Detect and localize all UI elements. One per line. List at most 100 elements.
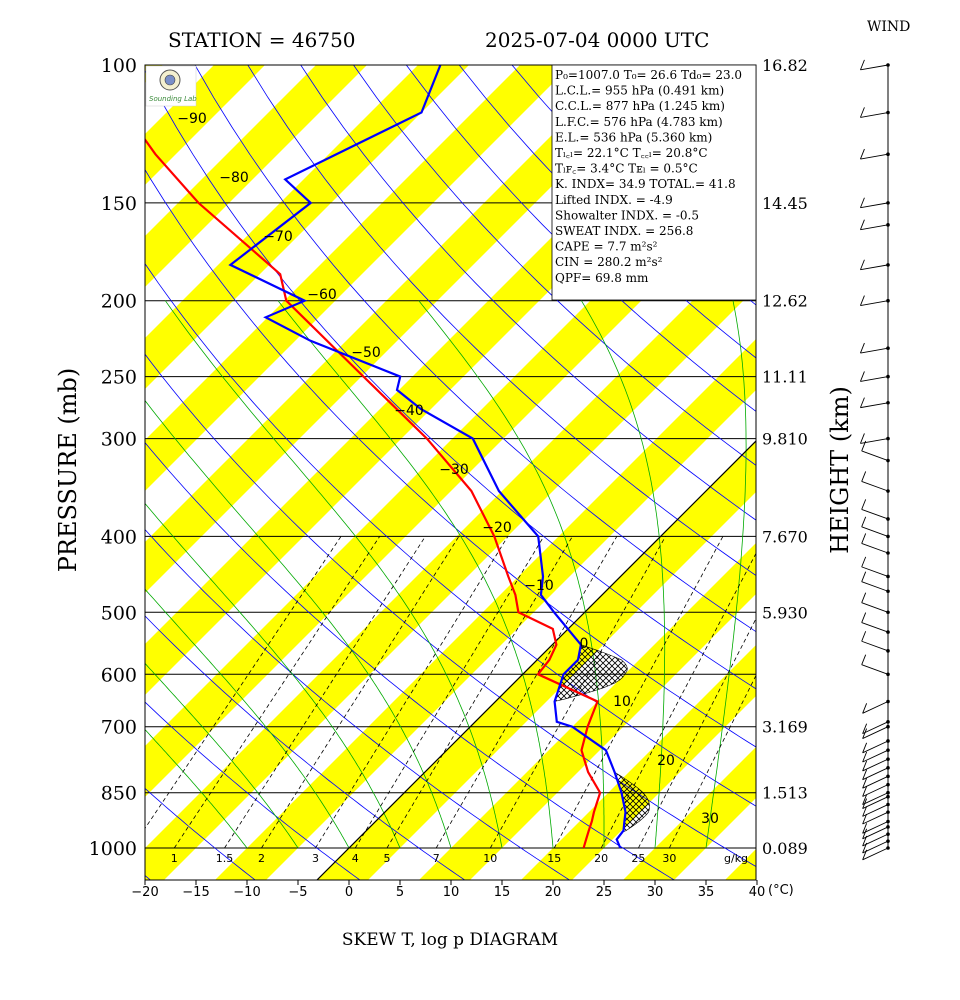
mixing-ratio-label: 7 bbox=[433, 852, 440, 865]
info-line-lcl: L.C.L.= 955 hPa (0.491 km) bbox=[555, 84, 724, 98]
wind-barb bbox=[861, 664, 889, 675]
mixing-ratio-label: 15 bbox=[547, 852, 561, 865]
wind-barb-flag bbox=[861, 499, 867, 510]
temperature-profile bbox=[228, 65, 627, 849]
info-line-cape: CAPE = 7.7 m²s² bbox=[555, 240, 658, 254]
pressure-label: 600 bbox=[101, 664, 137, 686]
wind-level-dot bbox=[886, 110, 890, 115]
wind-barb-flag bbox=[861, 556, 867, 568]
wind-barb bbox=[862, 784, 889, 797]
x-tick-label: 5 bbox=[396, 885, 404, 900]
wind-barb bbox=[862, 847, 889, 861]
x-tick-label: 20 bbox=[545, 885, 562, 900]
mixing-ratio-line bbox=[173, 536, 381, 849]
wind-barb-flag bbox=[862, 728, 868, 739]
height-label: 9.810 bbox=[762, 430, 808, 449]
wind-barb-flag bbox=[862, 823, 868, 834]
wind-barb bbox=[860, 202, 889, 209]
wind-barb bbox=[862, 775, 889, 789]
wind-barb bbox=[862, 804, 889, 817]
mixing-ratio-label: 25 bbox=[631, 852, 645, 865]
wind-barb bbox=[862, 792, 889, 805]
isotherm-band bbox=[145, 65, 266, 186]
wind-barb bbox=[861, 543, 889, 554]
dry-adiabat bbox=[353, 65, 756, 466]
wind-barb bbox=[861, 481, 889, 492]
info-line-ccl: C.C.L.= 877 hPa (1.245 km) bbox=[555, 99, 725, 113]
mixing-ratio-label: 4 bbox=[352, 852, 359, 865]
x-tick-label: 15 bbox=[494, 885, 511, 900]
isotherm-label: −20 bbox=[482, 520, 512, 536]
wind-barb-flag bbox=[860, 259, 865, 270]
mixing-ratio-line bbox=[638, 617, 756, 849]
height-axis-title: HEIGHT (km) bbox=[826, 386, 854, 554]
dry-adiabat bbox=[145, 353, 756, 868]
x-tick-label: −5 bbox=[288, 885, 307, 900]
info-line-sweat: SWEAT INDX. = 256.8 bbox=[555, 224, 693, 238]
mixing-ratio-label: 2 bbox=[258, 852, 265, 865]
wind-barb-flag bbox=[862, 703, 868, 714]
dry-adiabat bbox=[0, 29, 46, 880]
info-line-cin: CIN = 280.2 m²s² bbox=[555, 255, 663, 269]
wind-barb-flag bbox=[862, 760, 868, 772]
wind-barb bbox=[860, 300, 889, 307]
moist-adiabat bbox=[145, 502, 401, 849]
wind-barb-flag bbox=[861, 471, 867, 482]
wind-barb-flag bbox=[860, 59, 865, 71]
info-line-tlcl: Tₗ꜀ₗ= 22.1°C T꜀꜀ₗ= 20.8°C bbox=[555, 146, 708, 160]
x-tick-label: 0 bbox=[345, 885, 353, 900]
x-axis-title: SKEW T, log p DIAGRAM bbox=[342, 930, 558, 950]
wind-barb-flag bbox=[862, 723, 868, 734]
wind-barb-flag bbox=[862, 806, 868, 817]
wind-barb bbox=[862, 826, 889, 840]
moist-adiabat bbox=[581, 300, 666, 849]
wind-barb-flag bbox=[860, 295, 865, 306]
wind-barb bbox=[861, 566, 889, 577]
isotherm-label: 10 bbox=[613, 694, 631, 710]
info-box-lines: P₀=1007.0 T₀= 26.6 Td₀= 23.0 L.C.L.= 955 … bbox=[555, 68, 742, 285]
wind-barb-flag bbox=[860, 197, 865, 208]
isotherm-label: −10 bbox=[524, 578, 554, 594]
x-tick-label: −20 bbox=[131, 885, 158, 900]
wind-barb-flag bbox=[861, 516, 867, 528]
wind-barb-flag bbox=[860, 433, 865, 444]
mixing-ratio-label: 30 bbox=[662, 852, 676, 865]
dry-adiabat bbox=[145, 615, 466, 880]
moist-adiabat bbox=[145, 588, 350, 849]
mixing-ratio-line bbox=[553, 536, 724, 849]
height-label: 5.930 bbox=[762, 603, 808, 622]
wind-barb bbox=[862, 821, 889, 834]
pressure-label: 500 bbox=[101, 602, 137, 624]
wind-barb-flag bbox=[861, 533, 867, 544]
station-title: STATION = 46750 bbox=[168, 28, 356, 52]
dry-adiabat bbox=[145, 528, 571, 880]
pressure-label: 700 bbox=[101, 717, 137, 739]
isotherm-lines bbox=[316, 440, 756, 880]
wind-barb-flag bbox=[862, 769, 868, 780]
height-label: 0.089 bbox=[762, 839, 808, 858]
isotherm-label: −90 bbox=[177, 111, 207, 127]
wind-barb bbox=[860, 224, 889, 231]
wind-barb-flag bbox=[860, 371, 865, 382]
wind-barb bbox=[862, 796, 889, 809]
dry-adiabat bbox=[194, 65, 756, 633]
isotherm-band bbox=[419, 543, 756, 880]
height-label: 1.513 bbox=[762, 784, 808, 803]
height-label: 12.62 bbox=[762, 292, 808, 311]
info-line-show: Showalter INDX. = -0.5 bbox=[555, 208, 699, 222]
moist-adiabat bbox=[705, 300, 747, 849]
wind-barb-flag bbox=[862, 828, 868, 839]
isotherm-band bbox=[145, 65, 368, 288]
dry-adiabat bbox=[247, 65, 756, 577]
isotherm-label: −30 bbox=[439, 462, 469, 478]
wind-barb bbox=[860, 64, 889, 71]
wind-barb bbox=[860, 376, 889, 382]
x-tick-label: −15 bbox=[182, 885, 209, 900]
x-tick-label: 30 bbox=[647, 885, 664, 900]
isotherm bbox=[316, 440, 756, 880]
isotherm-band bbox=[145, 65, 572, 491]
moist-adiabat bbox=[145, 399, 452, 849]
wind-barb bbox=[861, 622, 889, 633]
dry-adiabat bbox=[145, 701, 361, 880]
